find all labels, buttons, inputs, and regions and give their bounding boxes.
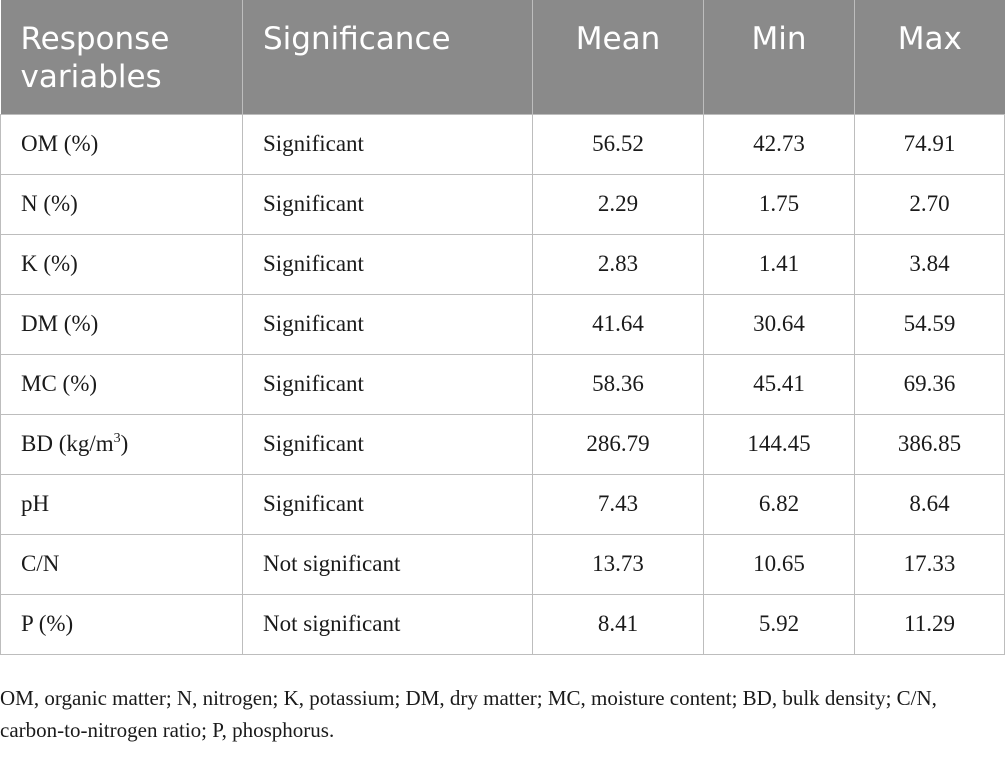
cell-max: 8.64 xyxy=(854,473,1005,535)
cell-significance: Significant xyxy=(242,113,533,175)
table-row: K (%) Significant 2.83 1.41 3.84 xyxy=(0,233,1005,295)
table-body: OM (%) Significant 56.52 42.73 74.91 N (%) Sig… xyxy=(0,113,1005,655)
cell-mean: 2.29 xyxy=(532,173,704,235)
variable-label: C/N xyxy=(21,551,60,576)
variable-label: N (%) xyxy=(21,191,78,216)
variable-label: pH xyxy=(21,491,50,516)
cell-max: 17.33 xyxy=(854,533,1005,595)
variable-label: BD (kg/m xyxy=(21,431,114,456)
table-row: C/N Not significant 13.73 10.65 17.33 xyxy=(0,533,1005,595)
cell-variable: K (%) xyxy=(0,233,243,295)
cell-significance: Significant xyxy=(242,413,533,475)
cell-min: 1.75 xyxy=(703,173,855,235)
cell-min: 30.64 xyxy=(703,293,855,355)
cell-mean: 2.83 xyxy=(532,233,704,295)
table-row: MC (%) Significant 58.36 45.41 69.36 xyxy=(0,353,1005,415)
unit-superscript: 3 xyxy=(113,431,121,446)
cell-max: 74.91 xyxy=(854,113,1005,175)
cell-variable: DM (%) xyxy=(0,293,243,355)
cell-variable: OM (%) xyxy=(0,113,243,175)
cell-min: 5.92 xyxy=(703,593,855,655)
cell-variable: N (%) xyxy=(0,173,243,235)
cell-max: 386.85 xyxy=(854,413,1005,475)
response-variables-table: Response variables Significance Mean Min… xyxy=(0,0,1005,655)
unit-tail: ) xyxy=(120,431,129,456)
cell-min: 144.45 xyxy=(703,413,855,475)
variable-label: P (%) xyxy=(21,611,74,636)
cell-min: 10.65 xyxy=(703,533,855,595)
cell-significance: Significant xyxy=(242,353,533,415)
cell-variable: P (%) xyxy=(0,593,243,655)
header-min: Min xyxy=(703,0,855,114)
cell-max: 11.29 xyxy=(854,593,1005,655)
variable-label: DM (%) xyxy=(21,311,99,336)
cell-max: 54.59 xyxy=(854,293,1005,355)
cell-variable: C/N xyxy=(0,533,243,595)
table-footnote: OM, organic matter; N, nitrogen; K, pota… xyxy=(0,686,937,742)
cell-significance: Significant xyxy=(242,233,533,295)
cell-mean: 41.64 xyxy=(532,293,704,355)
variable-label: MC (%) xyxy=(21,371,98,396)
cell-mean: 286.79 xyxy=(532,413,704,475)
cell-min: 42.73 xyxy=(703,113,855,175)
table-row: DM (%) Significant 41.64 30.64 54.59 xyxy=(0,293,1005,355)
cell-mean: 56.52 xyxy=(532,113,704,175)
cell-min: 6.82 xyxy=(703,473,855,535)
cell-min: 45.41 xyxy=(703,353,855,415)
cell-significance: Not significant xyxy=(242,533,533,595)
variable-label: OM (%) xyxy=(21,131,99,156)
cell-significance: Significant xyxy=(242,293,533,355)
cell-significance: Not significant xyxy=(242,593,533,655)
variable-label: K (%) xyxy=(21,251,78,276)
cell-mean: 58.36 xyxy=(532,353,704,415)
cell-significance: Significant xyxy=(242,473,533,535)
cell-max: 69.36 xyxy=(854,353,1005,415)
table-row: pH Significant 7.43 6.82 8.64 xyxy=(0,473,1005,535)
cell-mean: 7.43 xyxy=(532,473,704,535)
cell-max: 2.70 xyxy=(854,173,1005,235)
cell-min: 1.41 xyxy=(703,233,855,295)
header-response-variables: Response variables xyxy=(0,0,243,114)
table-row: BD (kg/m3) Significant 286.79 144.45 386.85 xyxy=(0,413,1005,475)
cell-significance: Significant xyxy=(242,173,533,235)
cell-variable: pH xyxy=(0,473,243,535)
header-mean: Mean xyxy=(532,0,704,114)
table-row: OM (%) Significant 56.52 42.73 74.91 xyxy=(0,113,1005,175)
cell-variable: BD (kg/m3) xyxy=(0,413,243,475)
table-row: P (%) Not significant 8.41 5.92 11.29 xyxy=(0,593,1005,655)
table-header: Response variables Significance Mean Min… xyxy=(0,0,1005,114)
cell-max: 3.84 xyxy=(854,233,1005,295)
table-row: N (%) Significant 2.29 1.75 2.70 xyxy=(0,173,1005,235)
header-row: Response variables Significance Mean Min… xyxy=(0,0,1005,114)
header-max: Max xyxy=(854,0,1005,114)
cell-variable: MC (%) xyxy=(0,353,243,415)
cell-mean: 13.73 xyxy=(532,533,704,595)
cell-mean: 8.41 xyxy=(532,593,704,655)
header-significance: Significance xyxy=(242,0,533,114)
